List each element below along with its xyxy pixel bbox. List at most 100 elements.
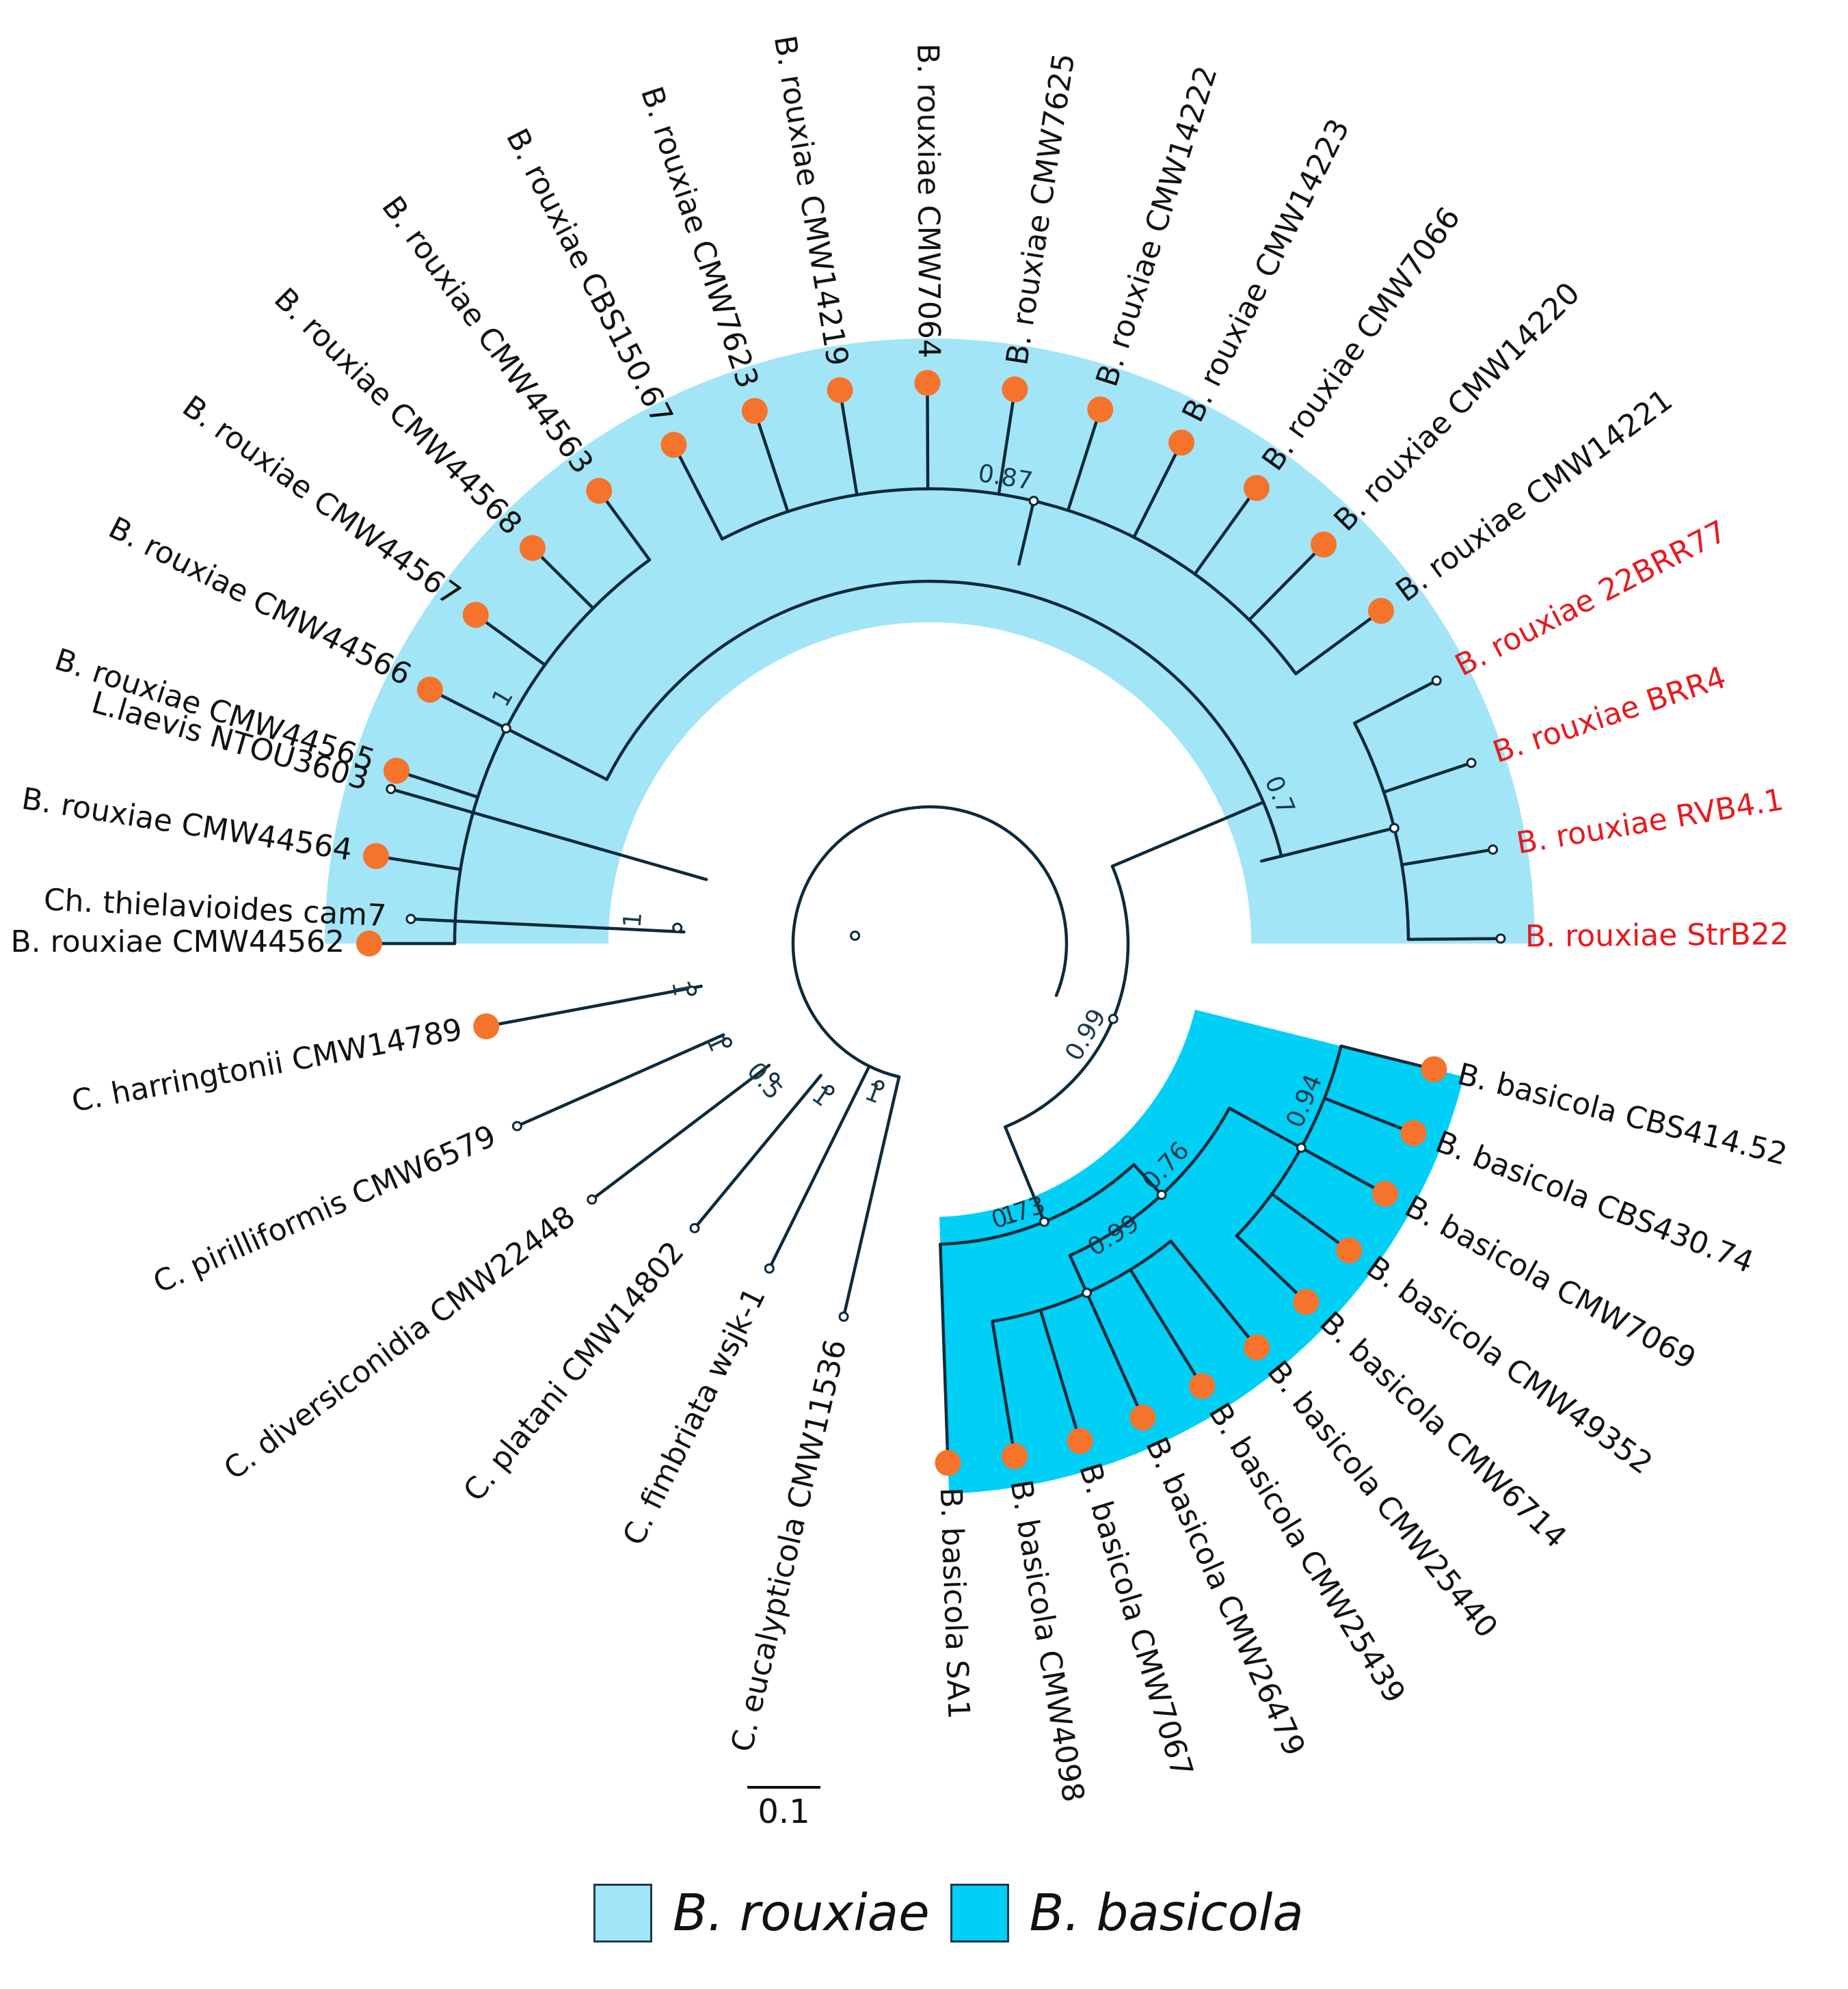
- support-thielaviopsis-root: 0.99: [1060, 1004, 1112, 1066]
- legend-label-basicola: B. basicola: [1029, 1884, 1304, 1943]
- branch-b-basicola-cmw25439: [1129, 1268, 1204, 1388]
- basicola-clade-stem: [1004, 1125, 1046, 1224]
- node-thielaviopsis: [1108, 1013, 1119, 1024]
- rouxiae-backbone-arc: [605, 579, 1283, 858]
- tip-marker-b-basicola-cmw25440: [1244, 1334, 1270, 1361]
- branch-b-rouxiae-cmw44566: [428, 688, 508, 730]
- tip-marker-b-rouxiae-strb22: [1495, 933, 1506, 944]
- tip-marker-c-platani-cmw14802: [689, 1223, 700, 1233]
- scale-bar: 0.1: [747, 1786, 820, 1831]
- tip-marker-b-rouxiae-cmw14221: [1368, 598, 1395, 624]
- tip-marker-b-basicola-cmw7069: [1371, 1181, 1398, 1207]
- rouxiae-subclade-1-stem: [505, 727, 608, 782]
- branch-b-basicola-cmw4098: [991, 1320, 1017, 1458]
- branch-c-harringtonii-cmw14789: [484, 985, 704, 1028]
- tip-marker-b-basicola-cbs430-74: [1400, 1120, 1427, 1147]
- branch-b-rouxiae-cmw7064: [926, 381, 930, 491]
- tip-marker-b-rouxiae-rvb4-1: [1488, 844, 1499, 855]
- tip-marker-b-basicola-cmw25439: [1189, 1373, 1216, 1400]
- leaf-label-b-rouxiae-cmw7623: B. rouxiae CMW7623: [634, 83, 765, 392]
- legend-label-rouxiae: B. rouxiae: [673, 1884, 930, 1943]
- legend: B. rouxiae B. basicola: [593, 1884, 1324, 1943]
- scale-bar-line: [747, 1786, 820, 1789]
- tip-marker-b-rouxiae-cmw44562: [356, 931, 382, 957]
- support-outgroup-d: 0.5: [741, 1057, 788, 1105]
- node-outgroup-5: [686, 985, 697, 996]
- tip-marker-b-basicola-cmw26479: [1129, 1404, 1156, 1431]
- tip-marker-b-rouxiae-22brr77: [1431, 675, 1442, 686]
- outgroup-backbone-arc: [791, 805, 1069, 1079]
- leaf-label-b-rouxiae-brr4: B. rouxiae BRR4: [1488, 660, 1730, 770]
- support-outgroup-a: 1: [619, 911, 648, 929]
- basicola-inner-stem: [1132, 1163, 1164, 1197]
- leaf-label-c-fimbriata-wsjk-1: C. fimbriata wsjk-1: [616, 1282, 773, 1551]
- leaf-label-b-basicola-cmw4098: B. basicola CMW4098: [1003, 1478, 1090, 1805]
- tip-marker-c-fimbriata-wsjk-1: [764, 1263, 775, 1274]
- node-layer: [356, 370, 1506, 1476]
- support-outgroup-f: 1: [861, 1078, 885, 1109]
- tip-marker-b-basicola-sa1: [935, 1450, 961, 1476]
- branch-b-rouxiae-cmw14222: [1066, 408, 1102, 512]
- support-outgroup-c: 1: [700, 1030, 732, 1056]
- branch-c-platani-cmw14802: [693, 1073, 822, 1230]
- tip-marker-b-basicola-cmw49352: [1336, 1237, 1363, 1264]
- tip-marker-ch-thielavioides-cam7: [405, 913, 416, 924]
- branch-b-rouxiae-cmw44568: [531, 546, 595, 610]
- tip-marker-b-rouxiae-cmw14219: [827, 377, 853, 403]
- node-basicola-inner: [1156, 1189, 1167, 1200]
- tip-marker-b-rouxiae-cmw44565: [383, 758, 410, 784]
- node-root: [850, 931, 861, 942]
- node-basicola-subclade-1: [1296, 1143, 1307, 1153]
- node-rouxiae-subclade-2: [1028, 496, 1039, 507]
- branch-c-pirilliformis-cmw6579: [515, 1033, 725, 1128]
- leaf-label-b-rouxiae-strb22: B. rouxiae StrB22: [1525, 917, 1789, 954]
- leaf-label-b-basicola-sa1: B. basicola SA1: [933, 1487, 976, 1720]
- node-outgroup-2: [824, 1084, 835, 1095]
- clade-background-layer: [325, 338, 1535, 1494]
- thielaviopsis-backbone-arc: [1004, 864, 1130, 1129]
- branch-layer: [367, 381, 1503, 1465]
- branch-b-basicola-cmw26479: [1085, 1291, 1144, 1419]
- node-basicola-clade: [1039, 1216, 1049, 1227]
- tip-marker-c-diversiconidia-cmw22448: [587, 1194, 598, 1205]
- tip-marker-b-rouxiae-cmw7623: [741, 398, 768, 425]
- leaf-label-c-pirilliformis-cmw6579: C. pirilliformis CMW6579: [148, 1119, 501, 1300]
- tip-marker-b-basicola-cmw7067: [1067, 1428, 1093, 1454]
- tip-marker-l-laevis-ntou3603: [386, 784, 397, 795]
- branch-b-rouxiae-brr4: [1382, 761, 1473, 794]
- node-outgroup-4: [721, 1037, 732, 1048]
- branch-b-rouxiae-cmw14220: [1247, 543, 1326, 622]
- leaf-label-b-basicola-cmw25439: B. basicola CMW25439: [1202, 1397, 1412, 1709]
- branch-b-basicola-cmw7069: [1300, 1146, 1387, 1196]
- branch-b-basicola-cmw25440: [1169, 1239, 1259, 1349]
- leaf-label-b-rouxiae-cmw7064: B. rouxiae CMW7064: [910, 43, 946, 358]
- branch-b-basicola-cmw49352: [1270, 1192, 1351, 1253]
- tip-marker-b-rouxiae-cmw14220: [1311, 531, 1337, 558]
- tip-marker-c-pirilliformis-cmw6579: [511, 1121, 522, 1132]
- leaf-label-b-rouxiae-rvb4-1: B. rouxiae RVB4.1: [1514, 782, 1786, 861]
- rouxiae-subclade-2-stem: [1017, 499, 1036, 566]
- branch-b-basicola-sa1: [939, 1242, 950, 1465]
- tip-marker-b-rouxiae-cmw7066: [1243, 475, 1270, 501]
- tip-marker-b-rouxiae-cbs150-67: [660, 431, 687, 458]
- tip-marker-b-basicola-cmw4098: [1002, 1443, 1028, 1469]
- branch-c-eucalypticola-cmw11536: [842, 1075, 901, 1318]
- branch-b-basicola-cbs414-52: [1339, 1044, 1436, 1071]
- leaf-label-b-rouxiae-cmw14222: B. rouxiae CMW14222: [1090, 62, 1224, 391]
- branch-b-rouxiae-cmw14223: [1132, 441, 1183, 539]
- branch-b-rouxiae-cmw44567: [474, 613, 547, 667]
- node-rouxiae-subclade-3: [1389, 823, 1400, 833]
- branch-b-rouxiae-cbs150-67: [672, 443, 724, 541]
- tip-marker-b-rouxiae-brr4: [1466, 758, 1477, 769]
- legend-swatch-rouxiae: [593, 1884, 652, 1943]
- basicola-subclade-1-stem: [1227, 1106, 1303, 1149]
- branch-c-diversiconidia-cmw22448: [590, 1063, 771, 1201]
- tip-marker-b-rouxiae-cmw44564: [363, 843, 390, 870]
- rouxiae-clade-stem: [1110, 800, 1266, 868]
- leaf-label-b-rouxiae-cmw44564: B. rouxiae CMW44564: [19, 782, 355, 868]
- tip-marker-b-rouxiae-cmw7064: [914, 370, 941, 397]
- tip-marker-c-harringtonii-cmw14789: [473, 1013, 500, 1040]
- node-outgroup-3: [769, 1072, 780, 1083]
- node-outgroup-6: [672, 922, 683, 933]
